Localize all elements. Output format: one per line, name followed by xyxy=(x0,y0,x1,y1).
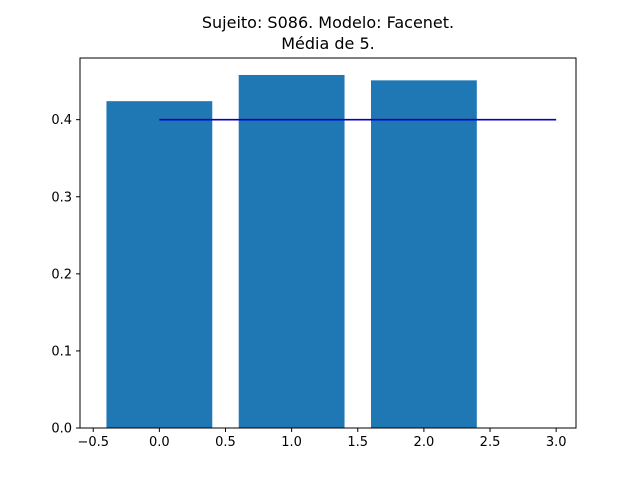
bar-1 xyxy=(238,74,345,428)
x-tick-label-4: 1.5 xyxy=(347,435,368,450)
y-tick-label-1: 0.1 xyxy=(51,344,72,359)
x-tick-label-6: 2.5 xyxy=(480,435,501,450)
bar-2 xyxy=(370,80,477,429)
y-axis: 0.0 0.1 0.2 0.3 0.4 xyxy=(51,113,80,437)
x-tick-label-0: −0.5 xyxy=(77,435,109,450)
y-tick-label-2: 0.2 xyxy=(51,267,72,282)
x-axis: −0.5 0.0 0.5 1.0 1.5 2.0 2.5 3.0 xyxy=(77,428,567,450)
x-tick-label-7: 3.0 xyxy=(546,435,567,450)
y-tick-label-4: 0.4 xyxy=(51,113,72,128)
y-tick-label-0: 0.0 xyxy=(51,422,72,437)
bar-0 xyxy=(106,101,213,429)
x-tick-label-1: 0.0 xyxy=(149,435,170,450)
bars-group xyxy=(106,74,477,429)
x-tick-label-5: 2.0 xyxy=(414,435,435,450)
x-tick-label-2: 0.5 xyxy=(215,435,236,450)
plot-frame xyxy=(79,57,577,429)
x-tick-label-3: 1.0 xyxy=(281,435,302,450)
chart-title-line-2: Média de 5. xyxy=(281,34,375,53)
y-tick-label-3: 0.3 xyxy=(51,190,72,205)
chart-title-line-1: Sujeito: S086. Modelo: Facenet. xyxy=(202,13,454,32)
